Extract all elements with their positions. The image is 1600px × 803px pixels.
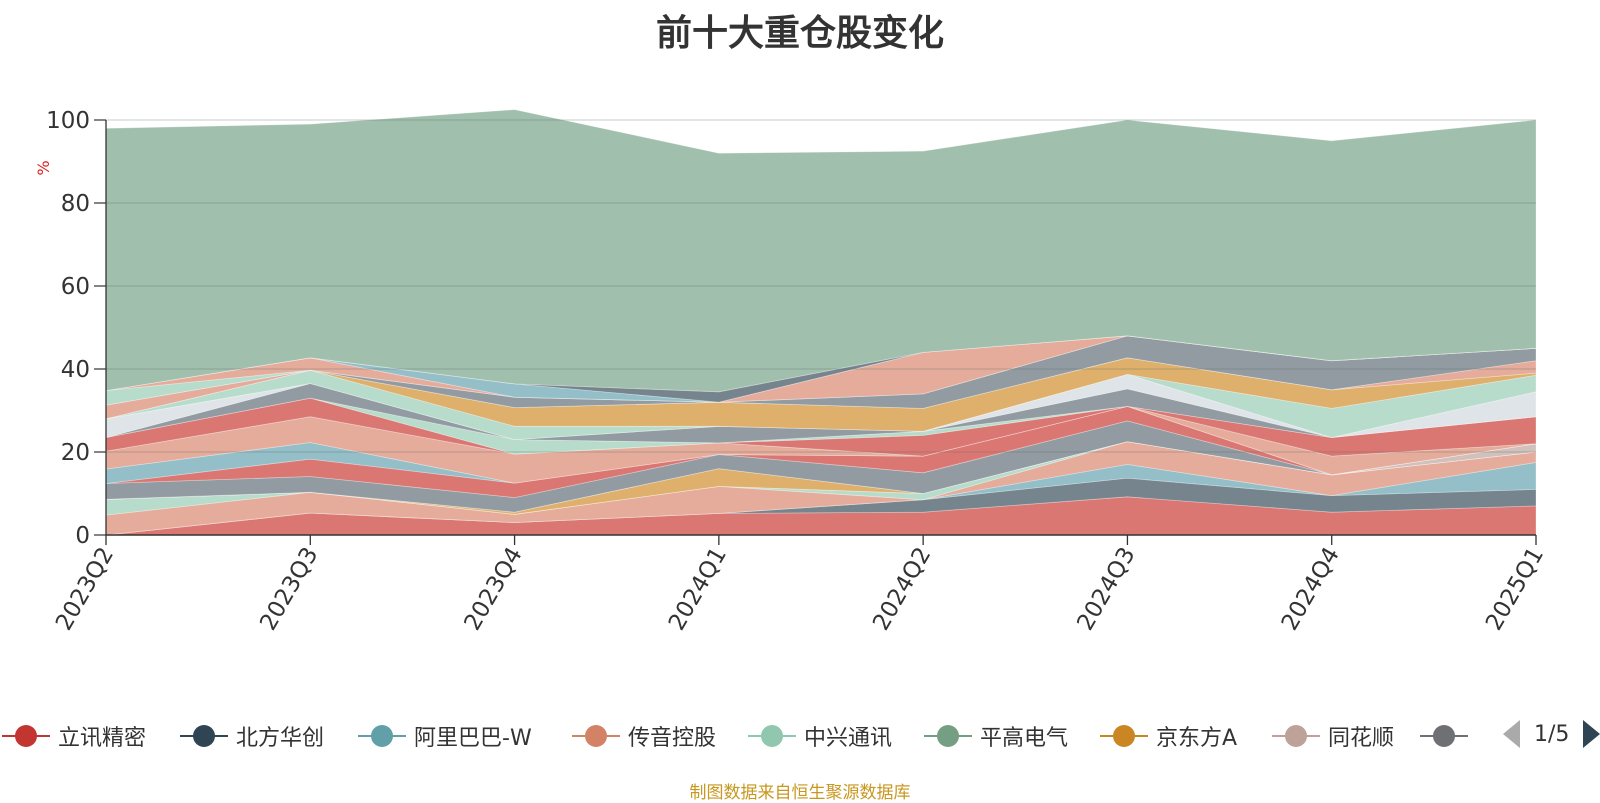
legend-marker-icon (924, 725, 972, 747)
legend-marker-icon (2, 725, 50, 747)
legend-label: 平高电气 (980, 726, 1069, 751)
legend-next-icon[interactable] (1579, 718, 1600, 750)
y-tick-label: 100 (46, 108, 90, 134)
x-tick-label: 2023Q4 (460, 543, 528, 635)
x-tick-label: 2024Q2 (868, 543, 936, 635)
y-tick-label: 20 (61, 440, 90, 466)
legend-item[interactable] (1418, 720, 1476, 752)
legend-item[interactable]: 同花顺 (1270, 720, 1394, 752)
legend-label: 北方华创 (236, 726, 325, 751)
legend-marker-icon (1100, 725, 1148, 747)
y-tick-label: 60 (61, 274, 90, 300)
legend-label: 传音控股 (628, 726, 717, 751)
y-tick-label: 0 (75, 523, 90, 549)
legend-label: 立讯精密 (58, 726, 147, 751)
x-tick-label: 2024Q1 (664, 543, 732, 635)
legend-item[interactable]: 中兴通讯 (746, 720, 892, 752)
x-tick-label: 2024Q3 (1072, 543, 1140, 635)
x-tick-label: 2024Q4 (1277, 543, 1345, 635)
legend-label: 阿里巴巴-W (414, 726, 532, 751)
area-series-24 (105, 109, 1537, 393)
legend-item[interactable]: 北方华创 (178, 720, 324, 752)
legend-item[interactable]: 传音控股 (570, 720, 716, 752)
x-tick-label: 2023Q2 (51, 543, 119, 635)
chart-title: 前十大重仓股变化 (655, 13, 944, 54)
legend-label: 同花顺 (1328, 726, 1395, 751)
legend-label: 京东方A (1156, 726, 1238, 751)
legend-prev-icon[interactable] (1500, 718, 1524, 750)
source-note: 制图数据来自恒生聚源数据库 (689, 783, 911, 803)
y-tick-label: 80 (61, 191, 90, 217)
grid-layer (106, 119, 1536, 453)
y-axis-label: % (34, 160, 53, 175)
legend-marker-icon (1420, 725, 1468, 747)
legend-marker-icon (748, 725, 796, 747)
x-tick-label: 2023Q3 (255, 543, 323, 635)
legend-item[interactable]: 阿里巴巴-W (356, 720, 532, 752)
legend-pager: 1/5 (1500, 718, 1600, 750)
area-layer (105, 109, 1537, 536)
legend-marker-icon (358, 725, 406, 747)
legend-marker-icon (572, 725, 620, 747)
legend-label: 中兴通讯 (804, 726, 893, 751)
area-series-3 (105, 441, 1537, 536)
x-tick-label: 2025Q1 (1481, 543, 1549, 635)
legend-page-indicator: 1/5 (1534, 721, 1570, 747)
legend-item[interactable]: 立讯精密 (0, 720, 146, 752)
legend-item[interactable]: 京东方A (1098, 720, 1237, 752)
legend-item[interactable]: 平高电气 (922, 720, 1068, 752)
y-tick-label: 40 (61, 357, 90, 383)
legend-marker-icon (180, 725, 228, 747)
legend-marker-icon (1272, 725, 1320, 747)
